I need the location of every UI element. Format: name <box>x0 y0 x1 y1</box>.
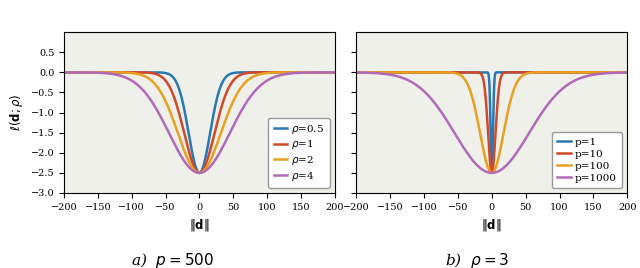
$\rho$=2 <box>262 72 270 75</box>
p=100 <box>353 71 360 74</box>
p=100 <box>529 71 536 74</box>
$\rho$=4 <box>262 80 270 83</box>
$\rho$=2 <box>60 71 68 74</box>
$\rho$=0.5 <box>109 71 117 74</box>
$\rho$=4 <box>223 138 230 142</box>
Line: $\rho$=4: $\rho$=4 <box>64 72 335 173</box>
p=1 <box>488 171 495 174</box>
p=1 <box>623 71 631 74</box>
p=1 <box>555 71 563 74</box>
p=1000 <box>623 71 631 74</box>
Text: a)  $p = 500$: a) $p = 500$ <box>131 251 214 268</box>
p=10 <box>402 71 410 74</box>
$\rho$=1 <box>236 73 244 77</box>
p=10 <box>623 71 631 74</box>
p=100 <box>555 71 563 74</box>
$\rho$=0.5 <box>283 71 291 74</box>
Line: p=100: p=100 <box>356 72 627 173</box>
p=1 <box>515 71 523 74</box>
p=1 <box>456 71 464 74</box>
p=1000 <box>575 77 583 80</box>
$\rho$=1 <box>283 71 291 74</box>
p=10 <box>456 71 464 74</box>
$\rho$=1 <box>164 82 172 85</box>
p=1000 <box>555 91 563 94</box>
p=10 <box>488 171 495 174</box>
p=1000 <box>402 77 410 81</box>
$\rho$=0.5 <box>223 75 230 78</box>
$\rho$=0.5 <box>164 72 172 75</box>
$\rho$=0.5 <box>195 171 203 174</box>
$\rho$=2 <box>283 71 291 74</box>
$\rho$=0.5 <box>60 71 68 74</box>
$\rho$=2 <box>236 87 244 90</box>
$\rho$=1 <box>109 71 117 74</box>
Legend: p=1, p=10, p=100, p=1000: p=1, p=10, p=100, p=1000 <box>552 132 622 188</box>
p=10 <box>575 71 583 74</box>
Y-axis label: $\ell(\mathbf{d};\rho)$: $\ell(\mathbf{d};\rho)$ <box>8 94 25 131</box>
p=100 <box>488 171 495 174</box>
$\rho$=1 <box>195 171 203 174</box>
p=100 <box>402 71 410 74</box>
$\rho$=4 <box>60 71 68 74</box>
p=10 <box>353 71 360 74</box>
$\rho$=0.5 <box>262 71 270 74</box>
p=1 <box>402 71 410 74</box>
p=1000 <box>353 71 360 74</box>
X-axis label: $\|\mathbf{d}\|$: $\|\mathbf{d}\|$ <box>481 217 502 233</box>
p=10 <box>529 71 536 74</box>
$\rho$=4 <box>195 171 203 174</box>
p=1 <box>575 71 583 74</box>
p=100 <box>456 73 464 76</box>
Text: b)  $\rho = 3$: b) $\rho = 3$ <box>445 251 509 268</box>
$\rho$=4 <box>164 128 172 132</box>
X-axis label: $\|\mathbf{d}\|$: $\|\mathbf{d}\|$ <box>189 217 210 233</box>
p=1000 <box>529 126 536 129</box>
p=1 <box>529 71 536 74</box>
$\rho$=4 <box>331 71 339 74</box>
$\rho$=2 <box>109 71 117 74</box>
Line: $\rho$=0.5: $\rho$=0.5 <box>64 72 335 173</box>
Line: $\rho$=1: $\rho$=1 <box>64 72 335 173</box>
p=1 <box>353 71 360 74</box>
$\rho$=0.5 <box>331 71 339 74</box>
Line: $\rho$=2: $\rho$=2 <box>64 72 335 173</box>
$\rho$=4 <box>109 73 117 76</box>
p=100 <box>575 71 583 74</box>
$\rho$=2 <box>195 171 203 174</box>
$\rho$=2 <box>164 104 172 107</box>
p=100 <box>515 78 523 81</box>
$\rho$=4 <box>283 72 291 76</box>
Line: p=1: p=1 <box>356 72 627 173</box>
p=1000 <box>488 171 495 174</box>
p=1000 <box>515 148 523 151</box>
Line: p=1000: p=1000 <box>356 72 627 173</box>
$\rho$=1 <box>60 71 68 74</box>
$\rho$=2 <box>331 71 339 74</box>
$\rho$=2 <box>223 116 230 119</box>
p=10 <box>515 71 523 74</box>
Legend: $\rho$=0.5, $\rho$=1, $\rho$=2, $\rho$=4: $\rho$=0.5, $\rho$=1, $\rho$=2, $\rho$=4 <box>268 118 330 188</box>
p=10 <box>555 71 563 74</box>
$\rho$=4 <box>236 111 244 114</box>
p=100 <box>623 71 631 74</box>
$\rho$=0.5 <box>236 71 244 74</box>
Line: p=10: p=10 <box>356 72 627 173</box>
$\rho$=1 <box>223 91 230 94</box>
$\rho$=1 <box>262 71 270 74</box>
p=1000 <box>456 140 464 143</box>
$\rho$=1 <box>331 71 339 74</box>
